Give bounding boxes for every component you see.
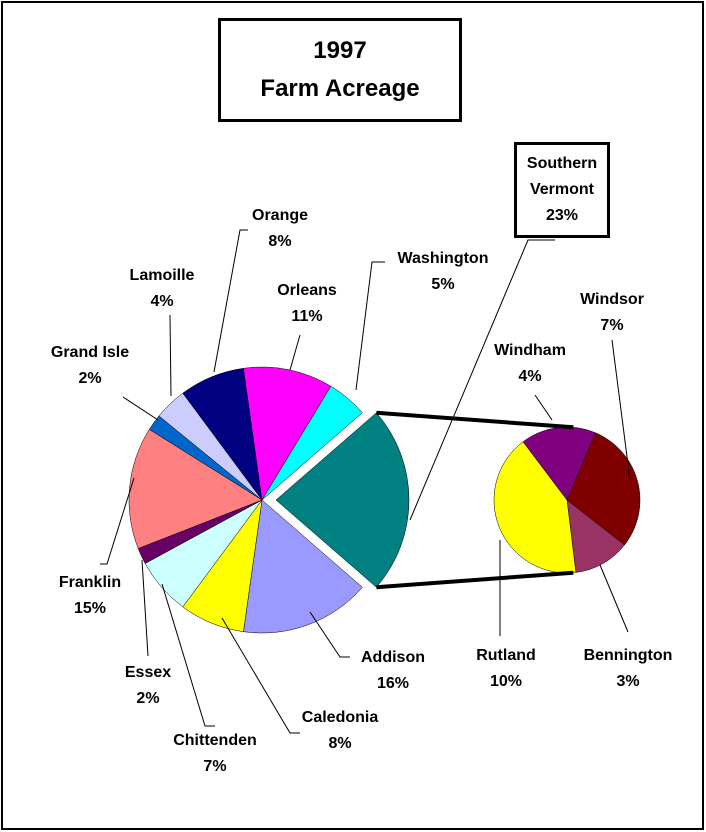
label-name: Washington — [397, 250, 489, 267]
pie-slice — [566, 432, 641, 546]
pie-slice — [275, 412, 410, 588]
label-name: Addison — [361, 649, 425, 666]
label-name: Orleans — [277, 282, 337, 299]
label-name: Grand Isle — [50, 344, 130, 361]
label-name: Caledonia — [301, 709, 379, 726]
label-name: Orange — [251, 207, 309, 224]
leader-line — [289, 334, 301, 371]
connector-line — [376, 410, 574, 430]
data-label: Windsor 7% — [580, 287, 644, 339]
leader-line — [309, 611, 350, 658]
data-label: Bennington 3% — [584, 643, 673, 695]
leader-line — [355, 261, 385, 391]
label-name: Windsor — [580, 291, 644, 308]
leader-line — [221, 617, 300, 734]
label-value: 15% — [73, 600, 107, 617]
leader-line — [169, 314, 172, 397]
label-value: 11% — [291, 308, 323, 325]
data-label: Southern Vermont 23% — [514, 142, 610, 238]
data-label: Rutland 10% — [476, 643, 536, 695]
leader-line — [122, 396, 159, 421]
label-value: 7% — [600, 317, 624, 334]
label-name: Windham — [494, 342, 566, 359]
leader-line — [213, 229, 248, 373]
data-label: Essex 2% — [125, 660, 171, 712]
leader-line — [599, 564, 629, 633]
title-line: 1997 — [313, 37, 367, 64]
label-value: 5% — [431, 276, 455, 293]
label-value: 7% — [203, 758, 227, 775]
label-value: 23% — [545, 207, 579, 224]
label-value: 2% — [78, 370, 102, 387]
label-value: 4% — [150, 293, 174, 310]
leader-line — [534, 394, 553, 421]
leader-line — [611, 339, 631, 481]
chart-title: 1997 Farm Acreage — [218, 18, 462, 122]
label-value: 16% — [376, 675, 410, 692]
leader-line — [409, 239, 555, 521]
label-name: Chittenden — [173, 732, 257, 749]
connector-line — [376, 570, 574, 590]
label-value: 8% — [328, 735, 352, 752]
data-label: Windham 4% — [494, 338, 566, 390]
pie-slice — [128, 429, 263, 549]
data-label: Caledonia 8% — [302, 705, 378, 757]
label-value: 10% — [489, 673, 523, 690]
data-label: Washington 5% — [398, 246, 489, 298]
data-label: Franklin 15% — [59, 570, 121, 622]
label-value: 2% — [136, 690, 160, 707]
data-label: Grand Isle 2% — [51, 340, 129, 392]
pie-slice — [243, 499, 363, 634]
data-label: Addison 16% — [361, 645, 425, 697]
data-label: Orange 8% — [252, 203, 308, 255]
data-label: Lamoille 4% — [130, 263, 195, 315]
label-name: Franklin — [58, 574, 122, 591]
leader-line — [161, 583, 215, 727]
title-line: Farm Acreage — [260, 75, 420, 102]
pie-slice — [243, 366, 332, 501]
label-name: Bennington — [583, 647, 673, 664]
pie-slice — [566, 499, 625, 573]
label-name: Southern Vermont — [526, 155, 598, 198]
leader-line — [141, 559, 149, 657]
label-value: 8% — [268, 233, 292, 250]
label-name: Lamoille — [129, 267, 195, 284]
data-label: Orleans 11% — [277, 278, 337, 330]
leader-line — [100, 477, 135, 565]
label-value: 3% — [616, 673, 640, 690]
data-label: Chittenden 7% — [173, 728, 257, 780]
label-name: Essex — [124, 664, 172, 681]
pie-slice — [493, 441, 577, 574]
pie-slice — [261, 385, 363, 501]
label-value: 4% — [518, 368, 542, 385]
label-name: Rutland — [476, 647, 536, 664]
